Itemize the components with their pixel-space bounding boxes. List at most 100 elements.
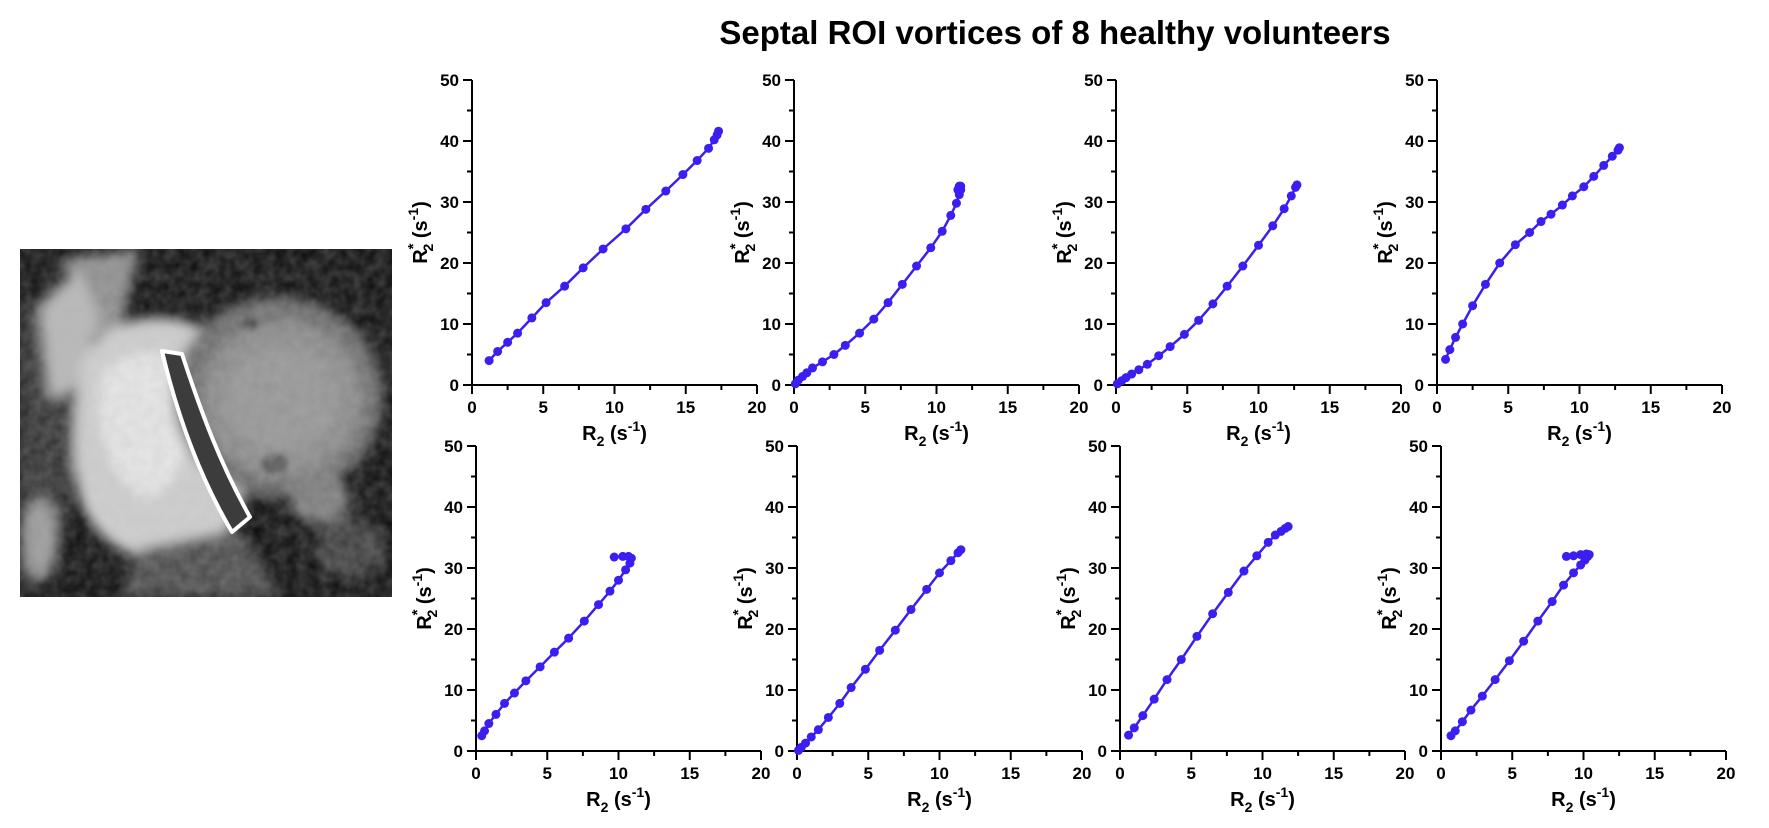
data-point xyxy=(1239,566,1249,576)
x-tick-label: 10 xyxy=(1253,764,1272,783)
data-point xyxy=(1458,319,1468,329)
x-tick-label: 10 xyxy=(930,764,949,783)
x-tick-label: 5 xyxy=(1508,764,1517,783)
x-tick-label: 5 xyxy=(543,764,552,783)
x-tick-label: 5 xyxy=(1504,398,1513,417)
data-point xyxy=(484,356,494,366)
data-point xyxy=(1194,315,1204,325)
data-point xyxy=(1142,359,1152,369)
y-axis-title: R*2 (s-1) xyxy=(727,201,758,264)
data-point xyxy=(1208,609,1218,619)
x-axis-title: R2 (s-1) xyxy=(1226,418,1291,449)
data-point xyxy=(1510,240,1520,250)
x-tick-label: 10 xyxy=(1574,764,1593,783)
x-axis-title: R2 (s-1) xyxy=(1551,784,1616,815)
y-tick-label: 50 xyxy=(765,437,784,456)
data-point xyxy=(692,156,702,166)
y-tick-label: 50 xyxy=(762,71,781,90)
y-tick-label: 40 xyxy=(444,498,463,517)
data-point xyxy=(951,198,961,208)
data-point xyxy=(1533,616,1543,626)
y-tick-label: 0 xyxy=(1098,742,1107,761)
series-line xyxy=(794,184,962,385)
x-tick-label: 10 xyxy=(927,398,946,417)
data-point xyxy=(906,604,916,614)
data-point xyxy=(1283,522,1293,532)
data-point xyxy=(609,552,619,562)
y-tick-label: 10 xyxy=(444,681,463,700)
x-tick-label: 10 xyxy=(1570,398,1589,417)
data-point xyxy=(621,565,631,575)
x-tick-label: 20 xyxy=(1070,398,1089,417)
data-point xyxy=(614,575,623,585)
data-point xyxy=(594,600,604,610)
y-tick-label: 20 xyxy=(765,620,784,639)
data-point xyxy=(1519,636,1529,646)
data-point xyxy=(1536,217,1546,227)
data-point xyxy=(1504,656,1514,666)
data-point xyxy=(1451,332,1461,342)
data-point xyxy=(1576,550,1586,560)
y-tick-label: 20 xyxy=(440,254,459,273)
data-point xyxy=(890,625,900,635)
data-point xyxy=(875,645,885,655)
data-point xyxy=(1179,329,1189,339)
cardiac-mri-image xyxy=(20,249,392,597)
data-point xyxy=(549,647,559,657)
data-point xyxy=(1138,711,1148,721)
data-point xyxy=(1238,261,1248,271)
data-point xyxy=(621,224,631,234)
x-tick-label: 20 xyxy=(1713,398,1732,417)
data-point xyxy=(1546,209,1556,219)
x-tick-label: 10 xyxy=(605,398,624,417)
y-tick-label: 40 xyxy=(1088,498,1107,517)
data-point xyxy=(1154,351,1164,361)
x-tick-label: 20 xyxy=(1073,764,1092,783)
y-tick-label: 30 xyxy=(1405,193,1424,212)
x-tick-label: 5 xyxy=(864,764,873,783)
data-point xyxy=(1286,191,1296,201)
x-tick-label: 5 xyxy=(1183,398,1192,417)
data-point xyxy=(1569,568,1579,578)
y-tick-label: 50 xyxy=(1084,71,1103,90)
data-point xyxy=(860,664,870,674)
x-tick-label: 0 xyxy=(467,398,476,417)
y-tick-label: 50 xyxy=(444,437,463,456)
y-tick-label: 40 xyxy=(762,132,781,151)
data-point xyxy=(956,545,966,555)
x-tick-label: 15 xyxy=(676,398,695,417)
y-tick-label: 0 xyxy=(1419,742,1428,761)
data-point xyxy=(578,263,588,273)
y-tick-label: 40 xyxy=(440,132,459,151)
y-axis-title: R*2 (s-1) xyxy=(730,567,761,630)
x-axis-title: R2 (s-1) xyxy=(1230,784,1295,815)
y-tick-label: 30 xyxy=(440,193,459,212)
x-tick-label: 0 xyxy=(1111,398,1120,417)
data-point xyxy=(1192,631,1202,641)
x-axis-title: R2 (s-1) xyxy=(582,418,647,449)
x-tick-label: 0 xyxy=(792,764,801,783)
data-point xyxy=(869,314,879,324)
x-tick-label: 0 xyxy=(1115,764,1124,783)
data-point xyxy=(491,709,501,719)
data-point xyxy=(493,346,503,356)
x-tick-label: 20 xyxy=(748,398,767,417)
data-point xyxy=(823,712,833,722)
y-tick-label: 0 xyxy=(1415,376,1424,395)
data-point xyxy=(678,170,688,180)
y-tick-label: 30 xyxy=(1088,559,1107,578)
chart-panel-8: 0 10 20 30 40 50 0 5 10 15 20 R2 (s-1) R*2 (s-1) xyxy=(1374,437,1735,815)
data-point xyxy=(897,279,907,289)
chart-panel-1: 0 10 20 30 40 50 0 5 10 15 20 R2 (s-1) R*2 (s-1) xyxy=(405,71,766,449)
data-point xyxy=(1127,369,1137,379)
data-point xyxy=(661,186,671,196)
chart-panel-4: 0 10 20 30 40 50 0 5 10 15 20 R2 (s-1) R*2 (s-1) xyxy=(1370,71,1731,449)
data-point xyxy=(801,738,811,748)
y-tick-label: 40 xyxy=(1409,498,1428,517)
y-tick-label: 40 xyxy=(1084,132,1103,151)
x-tick-label: 20 xyxy=(1392,398,1411,417)
data-point xyxy=(1477,691,1487,701)
x-tick-label: 20 xyxy=(1396,764,1415,783)
y-tick-label: 30 xyxy=(1409,559,1428,578)
data-point xyxy=(527,313,537,323)
